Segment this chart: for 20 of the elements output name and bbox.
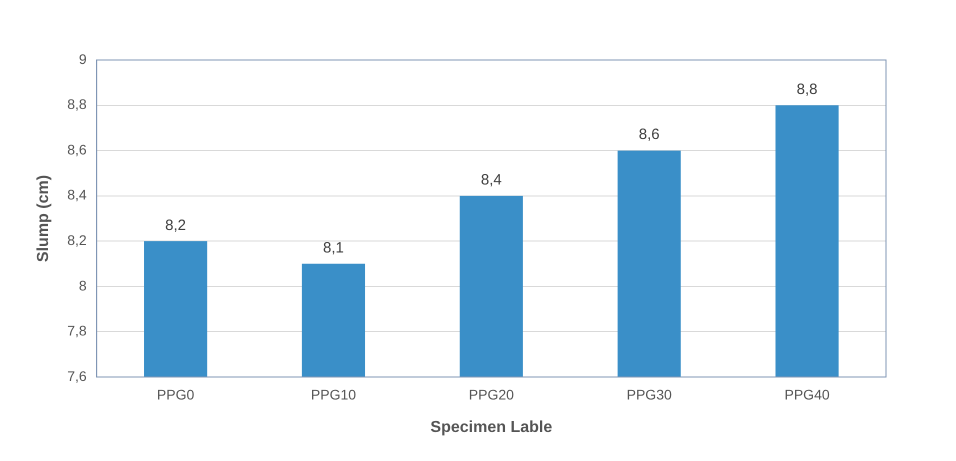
y-axis-title: Slump (cm) [35, 174, 52, 262]
data-label: 8,2 [165, 216, 186, 234]
y-tick-label: 8,2 [67, 232, 87, 248]
data-label: 8,6 [638, 126, 660, 144]
x-tick-label: PPG40 [784, 386, 830, 402]
data-label: 8,1 [323, 239, 344, 256]
y-tick-label: 9 [78, 50, 87, 67]
x-tick-label: PPG10 [310, 386, 356, 402]
y-tick-label: 8,4 [67, 186, 87, 203]
y-tick-label: 8 [78, 277, 87, 294]
y-tick-label: 7,6 [67, 368, 87, 384]
x-tick-label: PPG20 [468, 386, 514, 402]
x-axis-title: Specimen Lable [430, 418, 552, 436]
data-label: 8,4 [480, 172, 502, 188]
y-tick-label: 8,8 [67, 96, 87, 112]
data-label: 8,8 [796, 80, 818, 98]
y-tick-label: 7,8 [67, 322, 87, 339]
y-tick-label: 8,6 [67, 141, 87, 158]
x-tick-label: PPG30 [626, 386, 672, 402]
x-tick-label: PPG0 [156, 386, 194, 402]
